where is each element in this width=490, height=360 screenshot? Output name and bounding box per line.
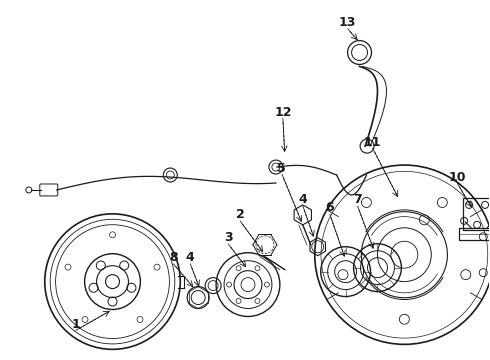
Text: 11: 11 bbox=[364, 136, 381, 149]
Bar bbox=[459, 228, 490, 240]
Text: 7: 7 bbox=[353, 193, 362, 206]
Text: 5: 5 bbox=[277, 162, 286, 175]
Text: 4: 4 bbox=[298, 193, 307, 206]
Bar bbox=[463, 198, 490, 230]
Text: 13: 13 bbox=[339, 16, 356, 29]
Text: 6: 6 bbox=[325, 201, 334, 215]
Text: 12: 12 bbox=[274, 106, 292, 119]
Text: 2: 2 bbox=[236, 208, 245, 221]
Text: 4: 4 bbox=[186, 251, 195, 264]
Text: 8: 8 bbox=[169, 251, 177, 264]
Text: 10: 10 bbox=[448, 171, 466, 184]
Text: 3: 3 bbox=[224, 231, 232, 244]
Text: 1: 1 bbox=[71, 318, 80, 331]
